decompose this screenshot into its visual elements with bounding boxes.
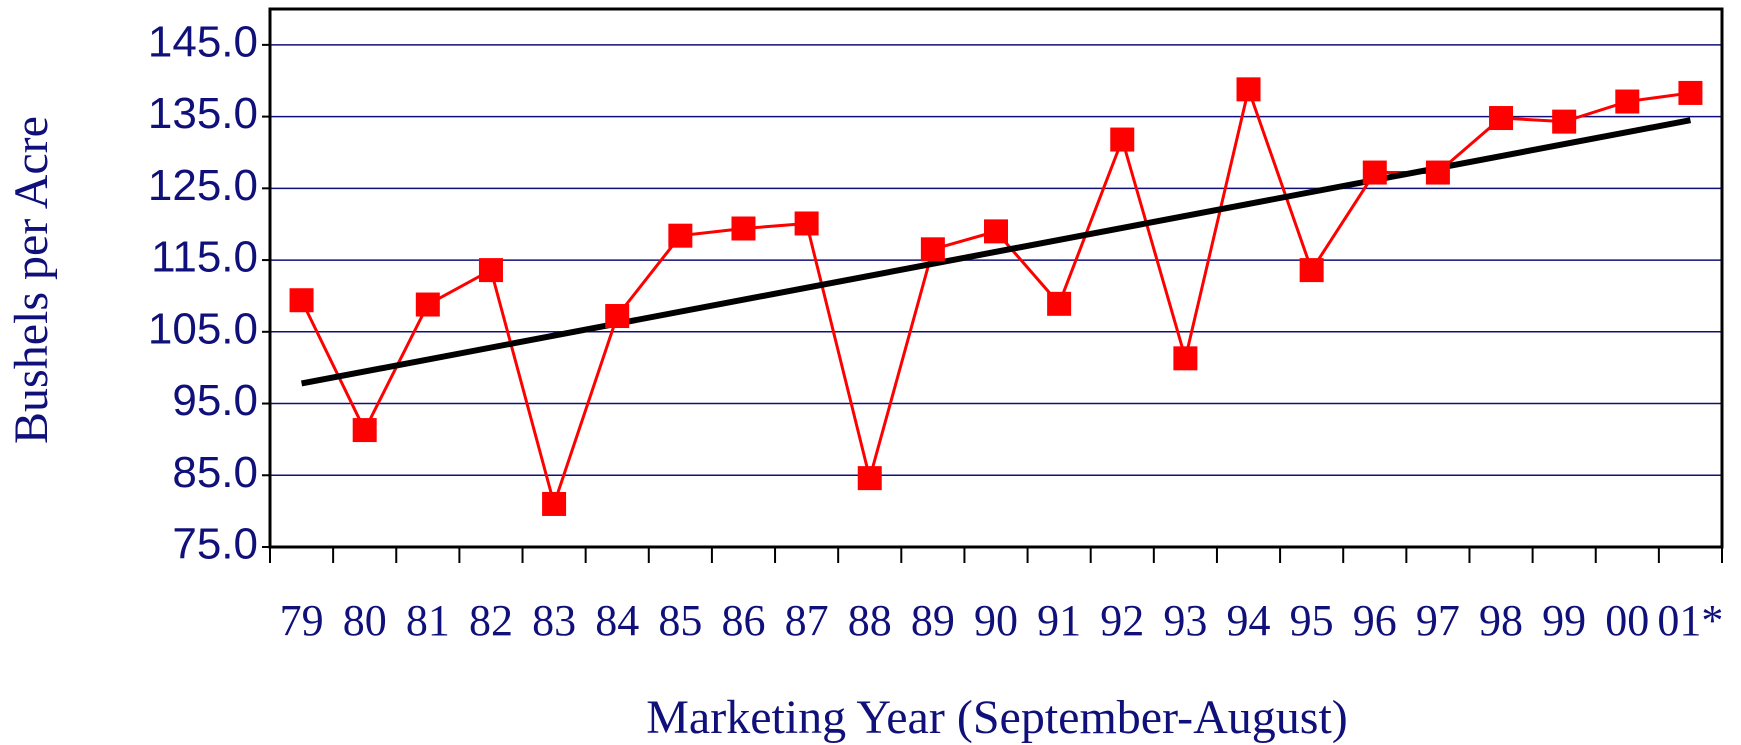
x-tick-label: 89 — [911, 596, 955, 645]
x-tick-label: 84 — [595, 596, 639, 645]
x-tick-label: 93 — [1163, 596, 1207, 645]
x-tick-label: 96 — [1353, 596, 1397, 645]
y-tick-label: 95.0 — [172, 376, 258, 425]
x-tick-label: 87 — [785, 596, 829, 645]
x-tick-label: 90 — [974, 596, 1018, 645]
x-tick-label: 80 — [343, 596, 387, 645]
data-point — [352, 418, 377, 443]
data-point — [415, 292, 440, 317]
y-tick-label: 105.0 — [148, 304, 258, 353]
data-point — [1047, 291, 1072, 316]
x-tick-label: 88 — [848, 596, 892, 645]
y-tick-label: 115.0 — [151, 233, 258, 282]
x-tick-label: 83 — [532, 596, 576, 645]
y-tick-label: 145.0 — [148, 17, 258, 66]
data-point — [1489, 106, 1514, 131]
x-tick-label: 97 — [1416, 596, 1460, 645]
x-tick-label: 91 — [1037, 596, 1081, 645]
data-point — [542, 491, 567, 516]
data-point — [1236, 77, 1261, 102]
data-point — [1552, 109, 1577, 134]
data-point — [289, 288, 314, 313]
data-point — [984, 219, 1008, 244]
data-point — [1110, 127, 1135, 152]
x-tick-label: 85 — [658, 596, 702, 645]
x-tick-label: 00 — [1605, 596, 1649, 645]
x-tick-label: 01* — [1657, 596, 1723, 645]
data-point — [1299, 258, 1324, 283]
y-tick-label: 135.0 — [148, 89, 258, 138]
data-point — [1615, 89, 1640, 114]
data-point — [1173, 346, 1198, 371]
data-point — [478, 258, 503, 283]
data-point — [731, 216, 756, 241]
y-tick-label: 85.0 — [172, 448, 258, 497]
x-tick-label: 86 — [721, 596, 765, 645]
x-tick-label: 98 — [1479, 596, 1523, 645]
y-tick-label: 125.0 — [148, 161, 258, 210]
x-tick-label: 95 — [1290, 596, 1334, 645]
data-point — [857, 466, 882, 491]
plot-frame — [268, 7, 1724, 549]
data-line — [300, 83, 1691, 510]
x-axis-title: Marketing Year (September-August) — [646, 691, 1348, 744]
x-tick-label: 99 — [1542, 596, 1586, 645]
data-point — [1425, 160, 1450, 185]
data-point — [794, 211, 819, 236]
x-tick-label: 92 — [1100, 596, 1144, 645]
data-point — [1678, 80, 1703, 105]
x-tick-label: 94 — [1227, 596, 1271, 645]
data-point — [605, 304, 630, 329]
trend-line — [301, 117, 1691, 387]
y-axis-title: Bushels per Acre — [5, 116, 58, 444]
x-tick-label: 79 — [280, 596, 324, 645]
y-tick-label: 75.0 — [172, 520, 258, 569]
x-tick-label: 82 — [469, 596, 513, 645]
data-point — [668, 223, 693, 248]
x-tick-label: 81 — [406, 596, 450, 645]
data-point — [1362, 160, 1387, 185]
data-point — [920, 237, 945, 262]
